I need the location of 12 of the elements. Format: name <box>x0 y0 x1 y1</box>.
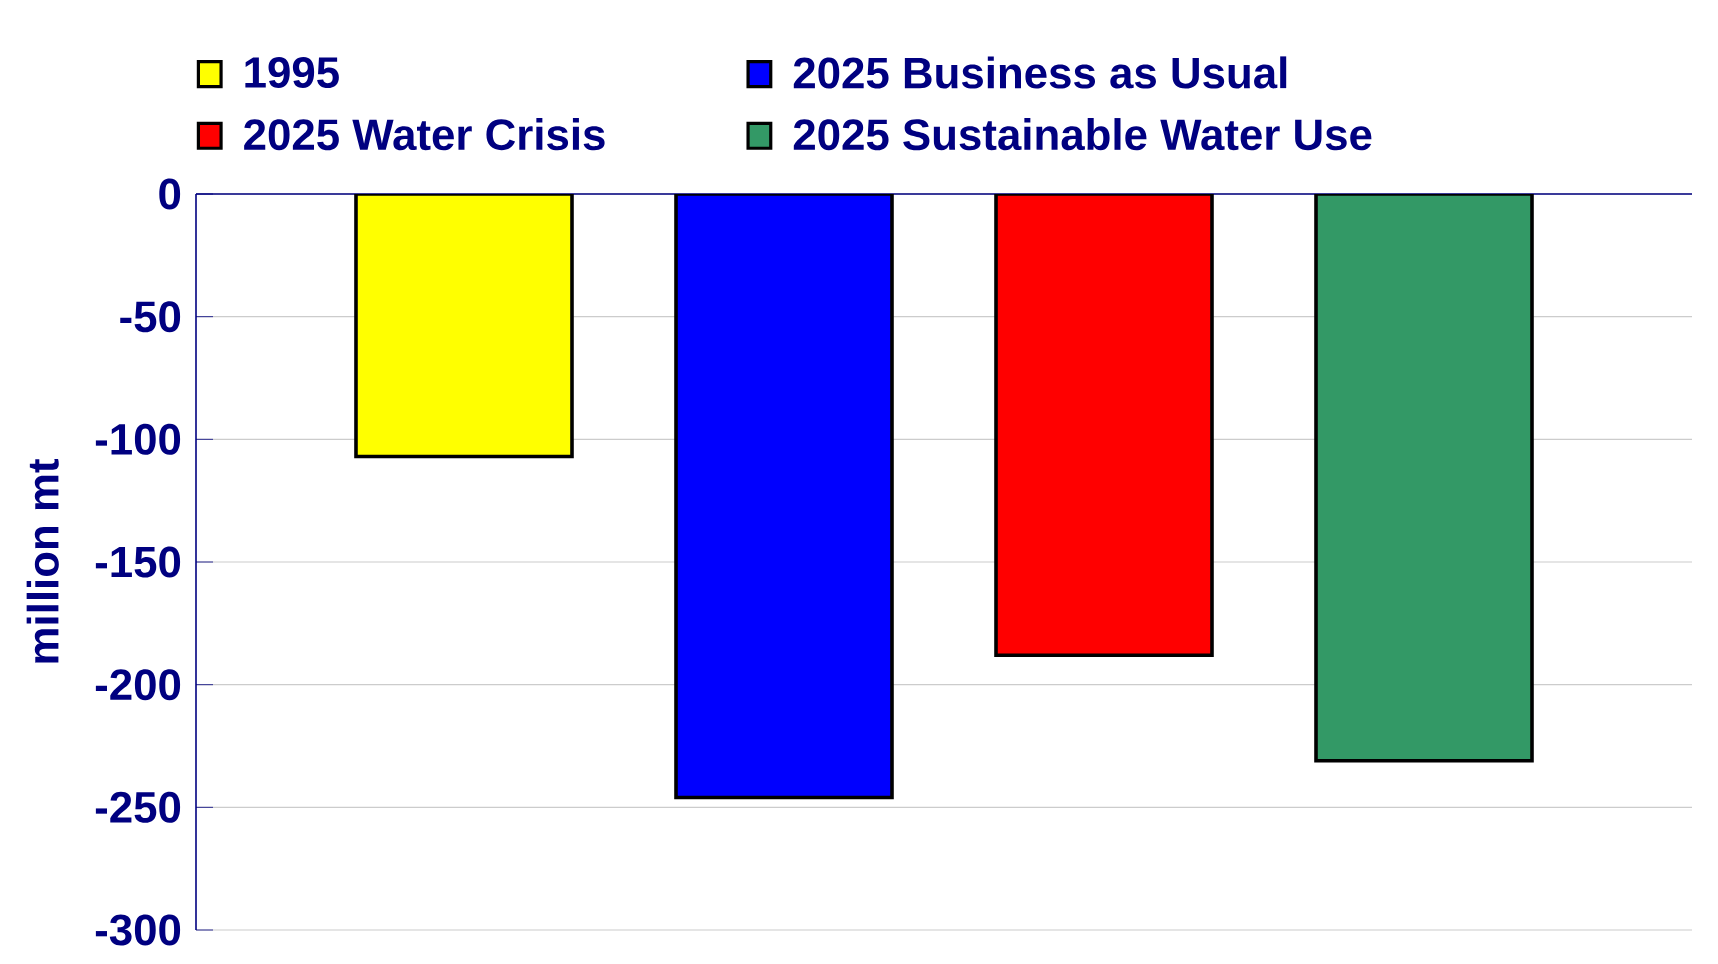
legend-label: 2025 Business as Usual <box>793 56 1287 89</box>
y-axis-title: million mt <box>26 459 59 663</box>
y-tick-label: -200 <box>95 669 181 701</box>
y-tick-label: -300 <box>95 914 181 946</box>
legend-label: 1995 <box>245 56 339 88</box>
y-tick-label: -250 <box>95 791 181 823</box>
legend-label: 2025 Water Crisis <box>244 118 605 151</box>
y-tick-label: -100 <box>95 423 181 455</box>
legend-label: 2025 Sustainable Water Use <box>793 118 1372 151</box>
y-tick-label: 0 <box>159 178 181 210</box>
y-tick-label: -150 <box>95 546 181 578</box>
y-tick-label: -50 <box>120 301 181 333</box>
